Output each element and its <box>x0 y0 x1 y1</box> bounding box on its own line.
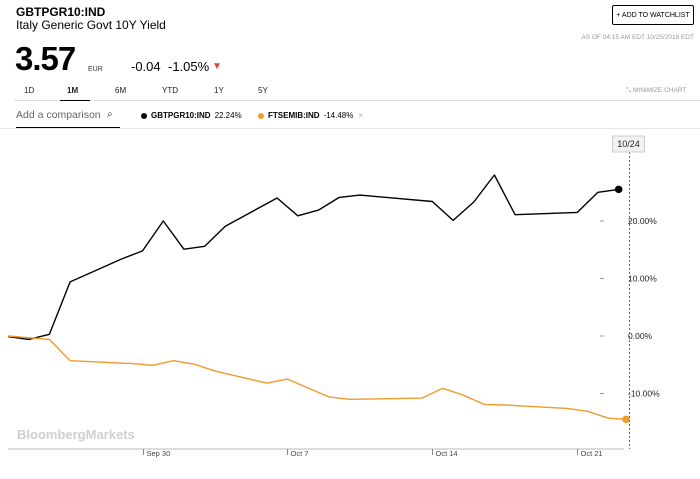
x-tick-label: Sep 30 <box>147 449 171 458</box>
active-tab-indicator <box>60 100 90 101</box>
tab-1d[interactable]: 1D <box>24 86 35 95</box>
series-end-marker-gbtpgr10 <box>614 185 623 194</box>
series-line-gbtpgr10 <box>7 174 619 341</box>
minimize-chart-button[interactable]: ⤡ MINIMIZE CHART <box>626 87 686 95</box>
time-range-tabs: 1D 1M 6M YTD 1Y 5Y <box>0 86 700 100</box>
legend-item-gbtpgr10[interactable]: GBTPGR10:IND 22.24% <box>141 111 242 120</box>
as-of-timestamp: AS OF 04:15 AM EDT 10/25/2018 EDT <box>581 34 694 41</box>
price-currency: EUR <box>88 66 103 73</box>
legend-item-ftsemib[interactable]: FTSEMIB:IND -14.48% × <box>258 111 363 120</box>
comparison-input-underline <box>16 127 120 128</box>
x-tick-label: Oct 21 <box>581 449 603 458</box>
crosshair-date-label: 10/24 <box>617 139 640 149</box>
price-change-percent: -1.05% <box>168 59 210 74</box>
comparison-input[interactable]: Add a comparison <box>16 109 101 121</box>
down-arrow-icon: ▼ <box>212 61 222 72</box>
y-tick-label: -10.00% <box>628 389 660 399</box>
tab-1m[interactable]: 1M <box>67 86 79 95</box>
tab-5y[interactable]: 5Y <box>258 86 268 95</box>
divider <box>0 128 700 129</box>
y-tick-label: 0.00% <box>628 331 653 341</box>
tab-1y[interactable]: 1Y <box>214 86 224 95</box>
series-dot-icon <box>258 112 264 119</box>
minimize-icon: ⤡ <box>626 87 634 94</box>
security-name: Italy Generic Govt 10Y Yield <box>16 18 166 32</box>
y-tick-label: 10.00% <box>628 274 657 284</box>
tab-ytd[interactable]: YTD <box>162 86 178 95</box>
crosshair-date-box <box>612 135 645 153</box>
series-dot-icon <box>141 112 147 119</box>
series-end-marker-ftsemib <box>622 415 630 424</box>
legend-series-value: 22.24% <box>214 111 242 120</box>
search-icon[interactable]: ⌕ <box>107 109 113 120</box>
bloomberg-logo: BloombergMarkets <box>17 427 135 442</box>
legend-series-name: FTSEMIB:IND <box>268 111 320 120</box>
remove-comparison-icon[interactable]: × <box>358 111 364 120</box>
legend-series-value: -14.48% <box>323 111 354 120</box>
price-value: 3.57 <box>15 40 76 77</box>
series-line-ftsemib <box>7 335 630 421</box>
x-tick-label: Oct 7 <box>291 449 309 458</box>
x-tick-label: Oct 14 <box>436 449 458 458</box>
y-tick-label: 20.00% <box>628 216 657 226</box>
tab-6m[interactable]: 6M <box>115 86 127 95</box>
legend-series-name: GBTPGR10:IND <box>151 111 211 120</box>
price-change: -0.04 <box>131 59 161 74</box>
minimize-chart-label: MINIMIZE CHART <box>633 87 687 94</box>
divider <box>14 100 700 101</box>
ticker-symbol: GBTPGR10:IND <box>16 5 106 19</box>
add-to-watchlist-button[interactable]: + ADD TO WATCHLIST <box>612 5 694 25</box>
